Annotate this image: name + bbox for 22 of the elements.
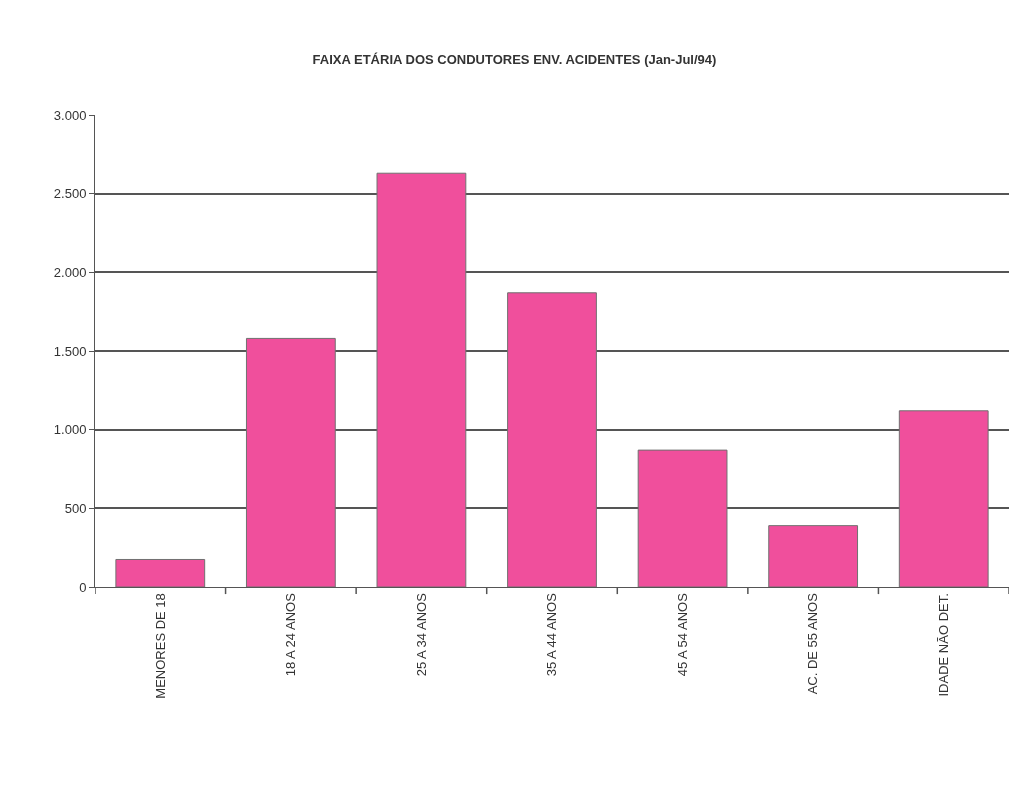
x-tick-label: 35 A 44 ANOS bbox=[544, 592, 560, 677]
bar bbox=[768, 525, 859, 587]
x-tick-label: 45 A 54 ANOS bbox=[674, 592, 690, 677]
bar bbox=[115, 558, 206, 587]
bar bbox=[245, 337, 336, 587]
y-tick-label: 1.000 bbox=[53, 422, 87, 438]
x-tick-label: AC. DE 55 ANOS bbox=[805, 592, 821, 695]
chart-title: FAIXA ETÁRIA DOS CONDUTORES ENV. ACIDENTES (Jan-Jul/94) bbox=[312, 52, 717, 68]
bar bbox=[376, 172, 467, 587]
y-tick-label: 500 bbox=[64, 500, 87, 516]
x-tick-label: IDADE NÃO DET. bbox=[935, 593, 951, 697]
bar bbox=[898, 410, 989, 587]
y-tick-label: 2.000 bbox=[53, 264, 87, 280]
y-tick-label: 3.000 bbox=[53, 107, 87, 123]
y-tick-label: 0 bbox=[79, 579, 87, 595]
x-tick-label: 25 A 34 ANOS bbox=[413, 592, 429, 677]
x-tick-label: 18 A 24 ANOS bbox=[283, 592, 299, 677]
x-tick-label: MENORES DE 18 bbox=[152, 593, 168, 699]
y-tick-label: 2.500 bbox=[53, 186, 87, 202]
bar bbox=[507, 292, 597, 587]
y-tick-label: 1.500 bbox=[53, 343, 87, 359]
bar bbox=[637, 449, 728, 587]
